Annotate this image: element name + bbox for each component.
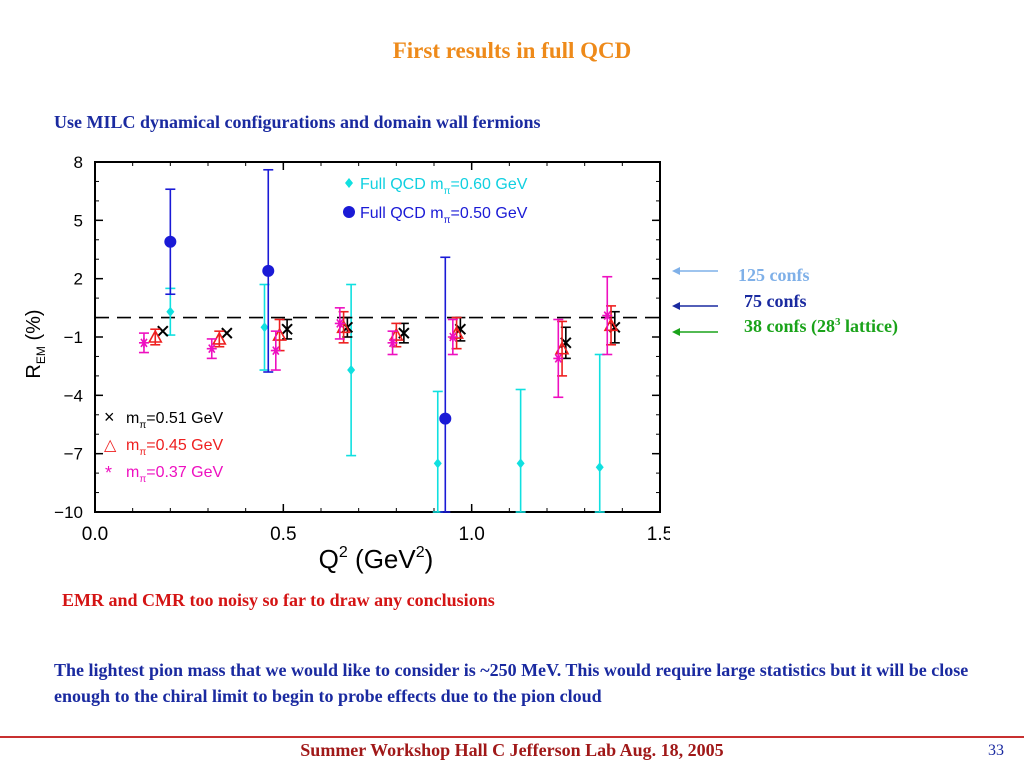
axis-ticks	[94, 161, 661, 513]
legend-asterisk-marker: *	[105, 463, 112, 483]
arrow-38	[672, 328, 718, 336]
series-x	[157, 310, 621, 360]
y-tick-label: 5	[74, 211, 83, 230]
data-point	[138, 337, 149, 348]
y-tick-label: −4	[64, 386, 83, 405]
y-tick-label: −10	[54, 503, 83, 522]
y-tick-labels: 8 5 2 −1 −4 −7 −10	[54, 153, 83, 522]
x-tick-labels: 0.0 0.5 1.0 1.5	[82, 524, 670, 545]
data-point	[602, 310, 613, 321]
footer-text: Summer Workshop Hall C Jefferson Lab Aug…	[300, 740, 724, 760]
x-tick-label: 0.0	[82, 524, 108, 545]
legend-m045: mπ=0.45 GeV	[126, 437, 224, 458]
data-point	[221, 327, 233, 339]
note-38-prefix: 38 confs (28	[744, 316, 835, 336]
data-point	[147, 329, 163, 343]
x-tick-label: 0.5	[270, 524, 296, 545]
y-tick-label: 8	[74, 153, 83, 172]
data-point	[387, 337, 398, 348]
x-tick-label: 1.0	[458, 524, 484, 545]
data-point	[553, 353, 564, 364]
legend-triangle-marker: △	[104, 437, 117, 454]
series-diamond	[165, 283, 605, 513]
series-asterisk	[138, 275, 613, 399]
slide-subtitle: Use MILC dynamical configurations and do…	[54, 112, 541, 132]
data-point	[439, 412, 452, 425]
slide-title: First results in full QCD	[392, 38, 632, 63]
legend-bottom: × mπ=0.51 GeV △ mπ=0.45 GeV * mπ=0.37 Ge…	[104, 407, 224, 485]
legend-m037: mπ=0.37 GeV	[126, 464, 224, 485]
data-point	[595, 462, 604, 473]
y-tick-label: −1	[64, 328, 83, 347]
legend-full-qcd-050: Full QCD mπ=0.50 GeV	[360, 205, 528, 226]
svg-text:REM (%): REM (%)	[23, 309, 48, 378]
note-75-confs: 75 confs	[744, 291, 807, 311]
note-38-superscript: 3	[835, 316, 841, 328]
legend-x-marker: ×	[104, 407, 115, 427]
body-paragraph: The lightest pion mass that we would lik…	[54, 660, 969, 706]
legend-diamond-marker	[345, 178, 353, 188]
data-point	[260, 322, 269, 333]
legend-top: Full QCD mπ=0.60 GeV Full QCD mπ=0.50 Ge…	[343, 176, 528, 226]
arrow-75	[672, 302, 718, 310]
data-point	[334, 318, 345, 329]
data-point	[447, 332, 458, 342]
x-axis-label: Q2 (GeV2)	[319, 544, 434, 574]
data-point	[262, 264, 275, 277]
data-point	[433, 458, 442, 469]
emr-cmr-note: EMR and CMR too noisy so far to draw any…	[62, 590, 495, 610]
r-em-chart: 8 5 2 −1 −4 −7 −10 0.0 0.5 1.0 1.5 REM (%) Q2 (Ge…	[23, 153, 670, 574]
data-marks	[138, 168, 621, 513]
data-point	[166, 306, 175, 317]
data-point	[281, 323, 293, 335]
data-point	[516, 458, 525, 469]
legend-m051: mπ=0.51 GeV	[126, 410, 224, 431]
x-tick-label: 1.5	[647, 524, 670, 545]
note-125-confs: 125 confs	[738, 265, 810, 285]
data-point	[347, 365, 356, 376]
note-38-suffix: lattice)	[840, 316, 898, 336]
y-axis-label: REM (%)	[23, 309, 48, 378]
data-point	[157, 325, 169, 337]
note-38-confs: 38 confs (283 lattice)	[744, 316, 898, 337]
series-triangle	[147, 305, 619, 377]
data-point	[206, 343, 217, 354]
series-circle	[164, 168, 452, 513]
page-number: 33	[988, 742, 1004, 759]
y-tick-label: 2	[74, 270, 83, 289]
conf-arrows	[672, 267, 718, 336]
legend-full-qcd-060: Full QCD mπ=0.60 GeV	[360, 176, 528, 197]
data-point	[270, 345, 281, 356]
arrow-125	[672, 267, 718, 275]
svg-text:Q2 (GeV2): Q2 (GeV2)	[319, 544, 434, 574]
legend-circle-marker	[343, 206, 355, 218]
y-tick-label: −7	[64, 445, 83, 464]
data-point	[164, 235, 177, 248]
footer-divider	[0, 736, 1024, 738]
